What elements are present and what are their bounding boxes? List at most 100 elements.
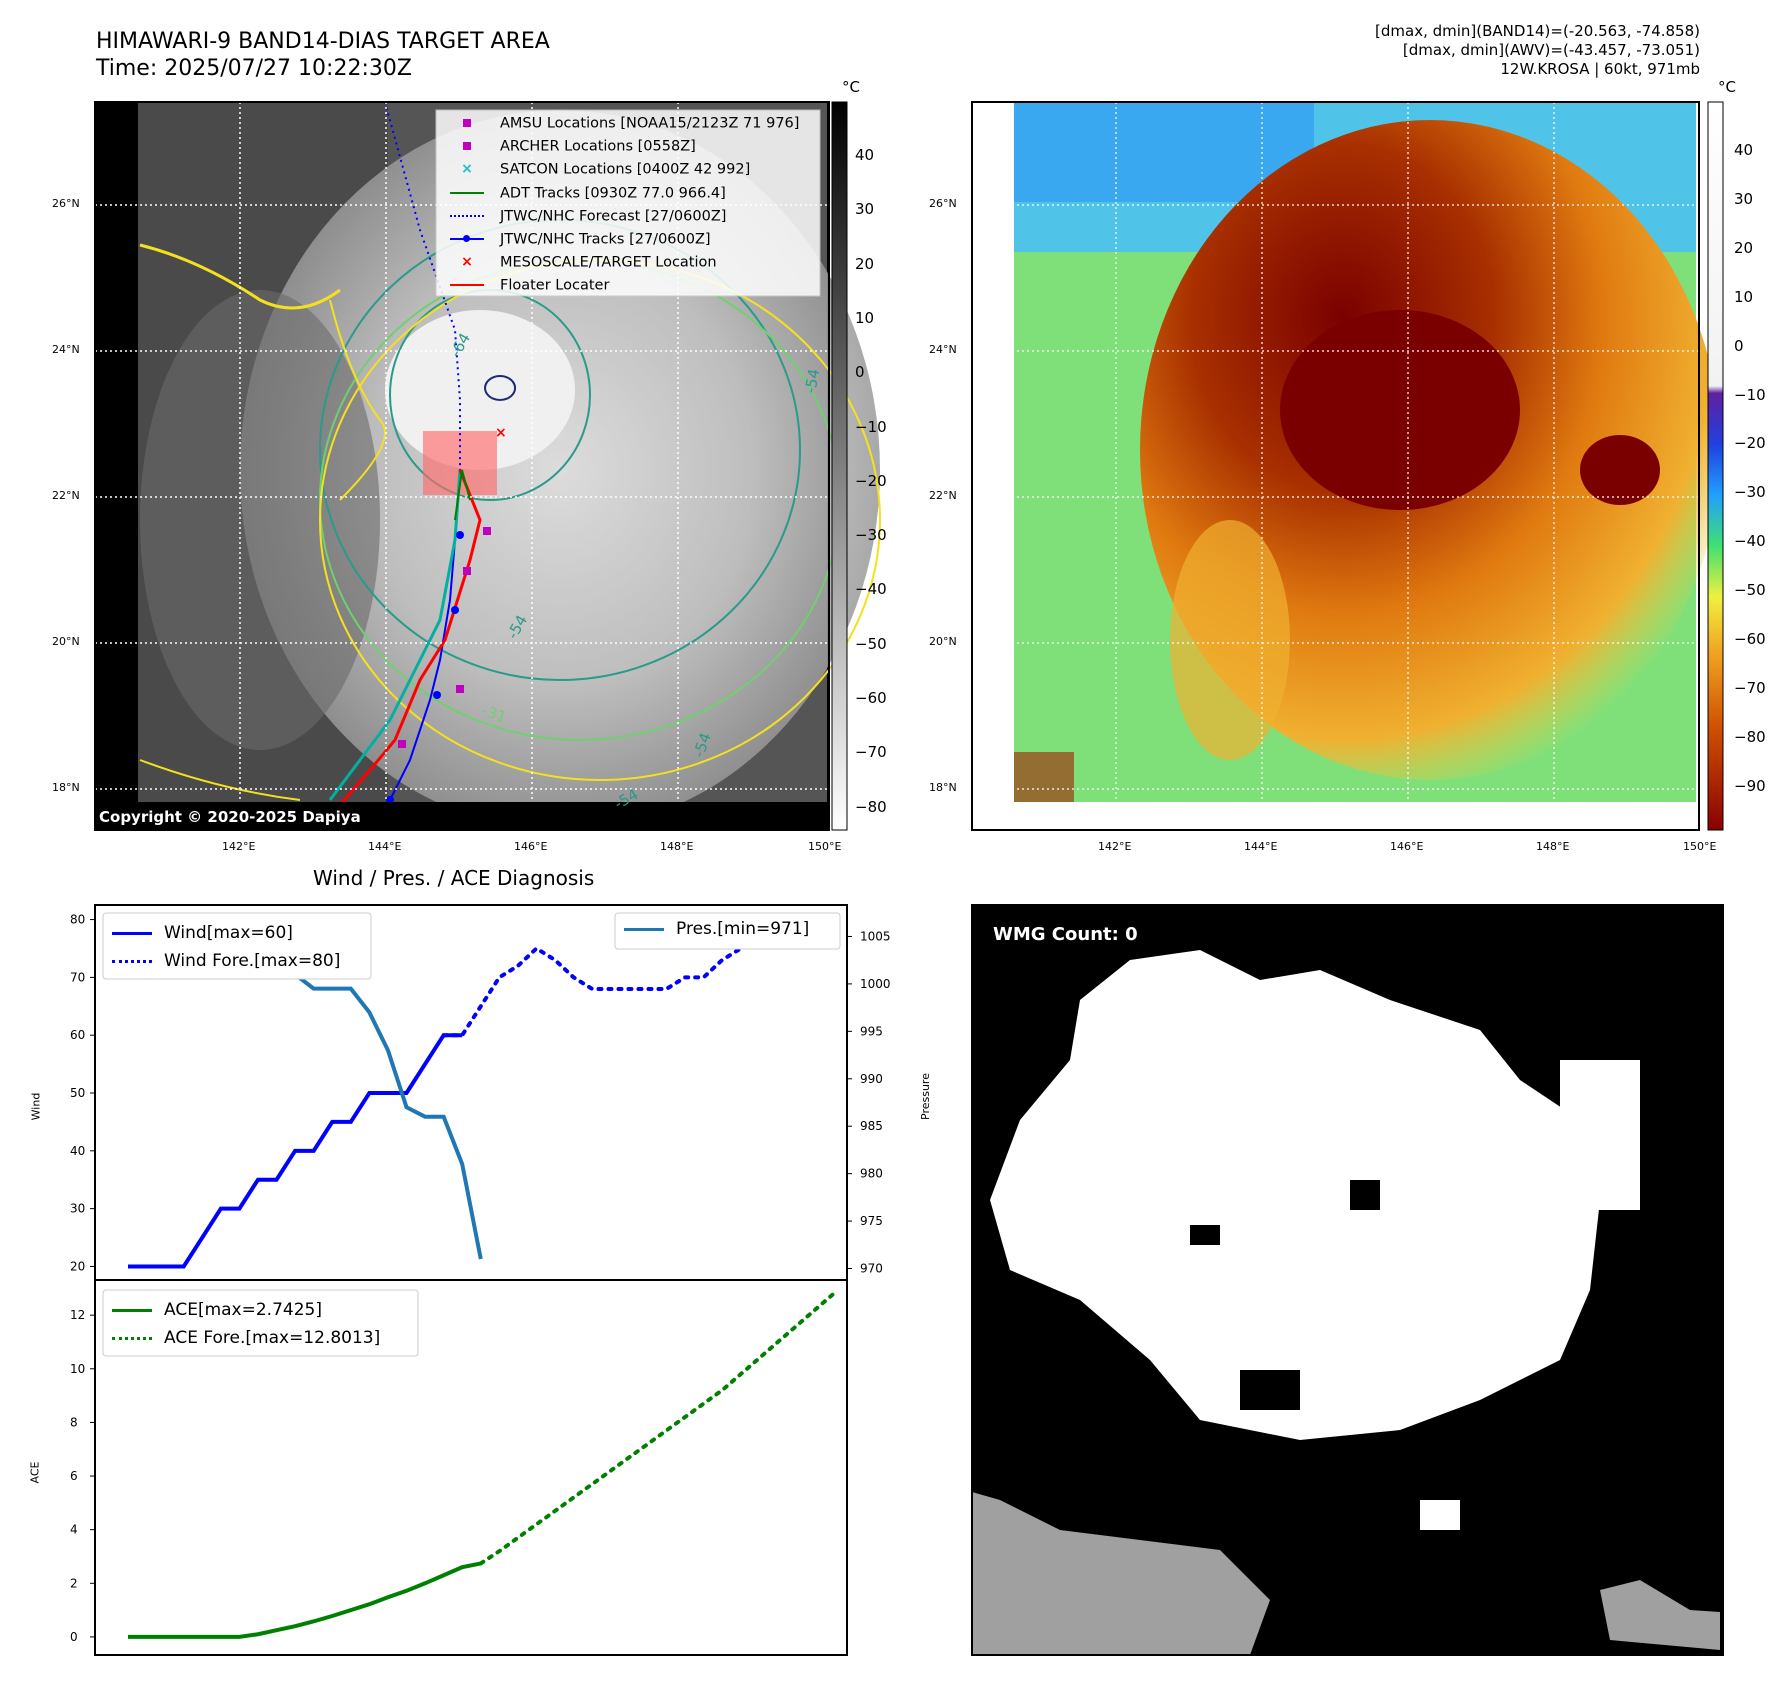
pres-ytick-label: 985	[860, 1119, 883, 1133]
lon-label: 146°E	[514, 840, 548, 853]
ace-legend: ACE[max=2.7425] ACE Fore.[max=12.8013]	[112, 1296, 380, 1352]
colorbar-tick: −40	[855, 580, 887, 599]
diagnosis-title: Wind / Pres. / ACE Diagnosis	[313, 866, 595, 890]
lon-label: 144°E	[368, 840, 402, 853]
legend-marker	[448, 205, 486, 228]
pres-ytick-label: 1005	[860, 929, 891, 943]
stats-line1: [dmax, dmin](BAND14)=(-20.563, -74.858)	[1375, 22, 1700, 40]
colorbar-tick: −30	[855, 526, 887, 545]
awv-map	[971, 101, 1720, 831]
legend-label: ARCHER Locations [0558Z]	[500, 138, 696, 155]
wind-ytick-label: 60	[70, 1028, 85, 1042]
wind-ytick-label: 50	[70, 1086, 85, 1100]
map-legend	[435, 109, 821, 297]
colorbar-tick: −10	[855, 417, 887, 436]
band14-map: ×	[94, 101, 881, 831]
wmg-panel	[971, 904, 1724, 1656]
stats-line3: 12W.KROSA | 60kt, 971mb	[1500, 60, 1700, 78]
wind-axis-label: Wind	[29, 1092, 43, 1121]
lat-label: 20°N	[52, 635, 80, 648]
gray-colorbar	[831, 101, 848, 831]
series-line	[128, 1033, 463, 1269]
stats-block: [dmax, dmin](BAND14)=(-20.563, -74.858) …	[1375, 22, 1700, 79]
colorbar-tick: −70	[855, 743, 887, 762]
wind-ytick-label: 40	[70, 1144, 85, 1158]
colorbar-tick: −70	[1734, 678, 1766, 697]
legend-marker	[448, 182, 486, 205]
lon-label: 150°E	[808, 840, 842, 853]
wind-fore-legend-entry: Wind Fore.[max=80]	[112, 947, 340, 975]
colorbar-tick: −10	[1734, 385, 1766, 404]
lat-label: 18°N	[929, 781, 957, 794]
colorbar-tick: −60	[855, 689, 887, 707]
lat-label: 24°N	[52, 343, 80, 356]
lat-label: 20°N	[929, 635, 957, 648]
pres-ytick-label: 980	[860, 1167, 883, 1181]
colorbar-tick: −20	[1734, 434, 1766, 453]
colorbar-tick: 30	[855, 200, 875, 219]
legend-marker: ×	[461, 254, 473, 271]
colorbar-tick: 40	[855, 146, 875, 164]
ace-axis-label: ACE	[28, 1461, 42, 1484]
lon-label: 148°E	[660, 840, 694, 853]
title-line1: HIMAWARI-9 BAND14-DIAS TARGET AREA	[96, 29, 550, 54]
pressure-axis-label: Pressure	[918, 1073, 932, 1120]
colorbar-tick: −50	[855, 634, 887, 653]
ace-ytick-label: 4	[70, 1523, 78, 1537]
legend-marker	[448, 135, 486, 158]
ace-ytick-label: 12	[70, 1308, 85, 1322]
wind-ytick-label: 30	[70, 1202, 85, 1216]
colorbar-tick: 10	[1734, 287, 1754, 306]
colorbar-tick: 20	[1734, 238, 1754, 257]
colorbar-unit: °C	[842, 78, 860, 96]
colorbar-tick: 20	[855, 254, 875, 273]
colorbar-tick: −20	[855, 471, 887, 490]
colorbar-tick: −80	[1734, 727, 1766, 746]
ace-ytick-label: 0	[70, 1630, 78, 1644]
lon-label: 144°E	[1244, 840, 1278, 853]
colorbar-tick: −30	[1734, 483, 1766, 502]
legend-entry: JTWC/NHC Tracks [27/0600Z]	[448, 228, 799, 251]
lon-label: 148°E	[1536, 840, 1570, 853]
pres-ytick-label: 995	[860, 1024, 883, 1038]
pres-ytick-label: 990	[860, 1072, 883, 1086]
ace-ytick-label: 6	[70, 1469, 78, 1483]
stats-line2: [dmax, dmin](AWV)=(-43.457, -73.051)	[1402, 41, 1700, 59]
legend-entry: × SATCON Locations [0400Z 42 992]	[448, 158, 799, 181]
wmg-count-badge: WMG Count: 0	[993, 924, 1138, 945]
colorbar-tick: 0	[855, 363, 865, 382]
lat-label: 22°N	[52, 489, 80, 502]
ace-ytick-label: 2	[70, 1576, 78, 1590]
legend-entry: ARCHER Locations [0558Z]	[448, 135, 799, 158]
pres-ytick-label: 1000	[860, 977, 891, 991]
lon-label: 146°E	[1390, 840, 1424, 853]
awv-colorbar	[1707, 101, 1724, 831]
colorbar-tick: −90	[1734, 776, 1766, 795]
ace-ytick-label: 10	[70, 1362, 85, 1376]
colorbar-tick: −60	[1734, 630, 1766, 648]
colorbar-tick: 40	[1734, 141, 1754, 159]
colorbar-tick: −80	[855, 797, 887, 816]
lon-label: 142°E	[222, 840, 256, 853]
legend-label: JTWC/NHC Forecast [27/0600Z]	[500, 208, 727, 225]
legend-entry: × MESOSCALE/TARGET Location	[448, 251, 799, 274]
colorbar-tick: −50	[1734, 581, 1766, 600]
legend-entry: AMSU Locations [NOAA15/2123Z 71 976]	[448, 112, 799, 135]
lat-label: 22°N	[929, 489, 957, 502]
legend-entry: Floater Locater	[448, 274, 799, 297]
ace-chart: 0 2 4 6 8 10 12	[70, 1279, 848, 1656]
legend-marker	[448, 228, 486, 251]
pres-ytick-label: 975	[860, 1214, 883, 1228]
wind-ytick-label: 70	[70, 970, 85, 984]
legend-entry: ADT Tracks [0930Z 77.0 966.4]	[448, 182, 799, 205]
legend-label: MESOSCALE/TARGET Location	[500, 254, 717, 271]
lat-label: 26°N	[52, 197, 80, 210]
legend-label: JTWC/NHC Tracks [27/0600Z]	[500, 231, 711, 248]
lat-label: 26°N	[929, 197, 957, 210]
lon-label: 150°E	[1683, 840, 1717, 853]
colorbar-unit: °C	[1718, 78, 1736, 96]
lat-label: 18°N	[52, 781, 80, 794]
legend-label: ADT Tracks [0930Z 77.0 966.4]	[500, 185, 726, 202]
map-legend-entries: AMSU Locations [NOAA15/2123Z 71 976] ARCH…	[448, 112, 799, 298]
